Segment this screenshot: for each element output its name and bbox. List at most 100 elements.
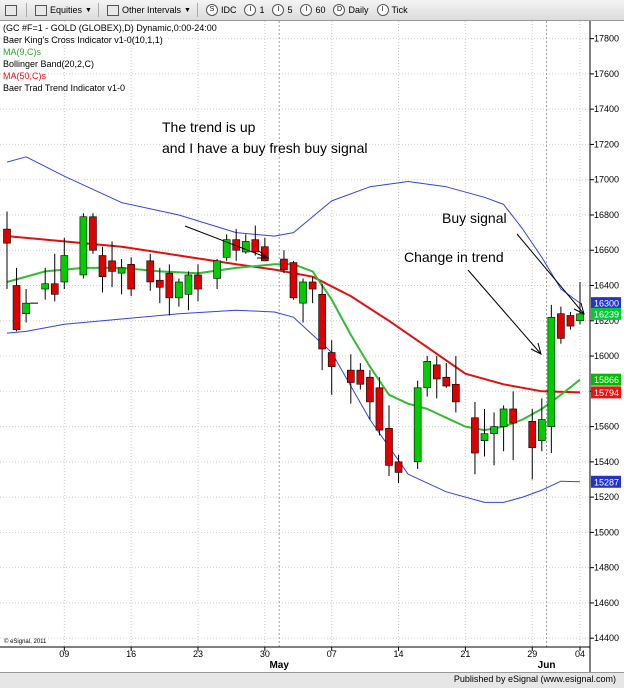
- interval-60-button[interactable]: I 60: [297, 2, 328, 18]
- y-tick-label: 14400: [594, 633, 619, 643]
- candle-body: [490, 426, 498, 434]
- arrow-trend-up-head: [257, 250, 270, 259]
- candle-body: [12, 285, 21, 330]
- daily-button[interactable]: D Daily: [330, 2, 371, 18]
- arrow-buy-signal-head: [573, 302, 585, 315]
- series-line-bb_upper: [6, 156, 581, 304]
- candle-body: [557, 313, 565, 339]
- candle-body: [327, 352, 336, 367]
- toolbar-separator: [26, 3, 27, 17]
- candle-body: [423, 361, 432, 389]
- price-badge-label: 15287: [594, 477, 619, 487]
- candle-body: [127, 264, 135, 290]
- idc-button[interactable]: S IDC: [203, 2, 240, 18]
- sort-arrows-icon[interactable]: [2, 2, 23, 18]
- price-badge-bb_lower: [591, 475, 621, 488]
- candle-body: [108, 260, 116, 272]
- candle-body: [41, 283, 50, 290]
- candle-body: [3, 228, 11, 244]
- candle-body: [280, 258, 288, 270]
- candle-body: [156, 279, 164, 288]
- legend-trend-indicator: Baer Trad Trend Indicator v1-0: [3, 83, 125, 93]
- y-tick-label: 17600: [594, 69, 619, 79]
- other-intervals-dropdown[interactable]: Other Intervals ▼: [104, 2, 194, 18]
- y-tick-label: 16400: [594, 281, 619, 291]
- y-tick-label: 17400: [594, 104, 619, 114]
- x-axis-ticks: 09 16 23 30 07 14 21 29 04 May Jun: [59, 647, 585, 671]
- candle-body: [299, 281, 307, 304]
- legend-ma9: MA(9,C)s: [3, 47, 41, 57]
- candle-body: [117, 267, 126, 274]
- x-tick-label: 29: [527, 649, 537, 659]
- annotation-buy-signal: Buy signal: [442, 210, 507, 226]
- annotation-trend-up-2: and I have a buy fresh buy signal: [162, 140, 367, 156]
- candle-body: [241, 241, 250, 253]
- candle-body: [528, 420, 537, 449]
- price-chart[interactable]: 17800 17600 17400 17200 17000 16800 16600 16400…: [0, 21, 624, 672]
- equities-icon: [35, 4, 47, 16]
- y-tick-label: 14600: [594, 598, 619, 608]
- x-tick-label: 09: [59, 649, 69, 659]
- price-badge-label: 16239: [594, 309, 619, 319]
- candle-body: [432, 364, 441, 380]
- candle-body: [366, 376, 374, 403]
- equities-dropdown[interactable]: Equities ▼: [32, 2, 95, 18]
- candle-body: [232, 239, 240, 251]
- toolbar-separator: [196, 3, 198, 17]
- legend: (GC #F=1 - GOLD (GLOBEX),D) Dynamic,0:00…: [3, 23, 217, 93]
- candle-body: [442, 376, 451, 387]
- candle-body: [165, 272, 174, 299]
- watermark: © eSignal, 2011: [4, 638, 47, 645]
- candle-body: [547, 316, 556, 427]
- candle-body: [509, 408, 517, 424]
- chevron-down-icon: ▼: [184, 6, 191, 14]
- candle-body: [471, 417, 479, 454]
- arrow-change-trend-head: [530, 342, 542, 355]
- y-tick-label: 15000: [594, 527, 619, 537]
- x-tick-label: 16: [126, 649, 136, 659]
- candle-body: [98, 255, 107, 277]
- candle-body: [22, 302, 30, 315]
- footer-bar: Published by eSignal (www.esignal.com): [0, 672, 624, 688]
- annotation-arrows: [184, 225, 585, 355]
- candle-body: [346, 369, 355, 383]
- grid: [0, 21, 590, 647]
- x-tick-label: 30: [260, 649, 270, 659]
- y-tick-label: 15400: [594, 457, 619, 467]
- circle-i-icon: I: [300, 4, 313, 16]
- price-badge-label: 15866: [594, 375, 619, 385]
- candle-body: [566, 315, 575, 327]
- candle-body: [385, 428, 393, 466]
- price-badge-price: [591, 307, 621, 320]
- y-tick-label: 16000: [594, 351, 619, 361]
- interval-5-label: 5: [287, 5, 293, 15]
- candle-body: [375, 387, 384, 431]
- y-tick-label: 16800: [594, 210, 619, 220]
- candles: [3, 211, 584, 484]
- tick-button[interactable]: I Tick: [374, 2, 411, 18]
- candle-body: [146, 260, 155, 283]
- series-line-ma50: [6, 235, 581, 394]
- x-tick-label: 07: [327, 649, 337, 659]
- candle-body: [394, 461, 403, 473]
- candle-body: [576, 313, 584, 322]
- x-tick-label: 14: [394, 649, 404, 659]
- candle-body: [222, 239, 231, 258]
- x-tick-label: 21: [460, 649, 470, 659]
- legend-title: (GC #F=1 - GOLD (GLOBEX),D) Dynamic,0:00…: [3, 23, 217, 33]
- other-intervals-label: Other Intervals: [121, 5, 181, 15]
- candle-body: [318, 294, 326, 350]
- candle-body: [261, 246, 269, 262]
- tick-label: Tick: [391, 5, 408, 15]
- intervals-icon: [106, 4, 119, 16]
- circle-i-icon: I: [272, 4, 285, 16]
- circle-i-icon: I: [244, 4, 257, 16]
- candle-body: [89, 216, 97, 251]
- candle-body: [289, 262, 298, 299]
- y-tick-label: 16600: [594, 245, 619, 255]
- chart-background: [0, 21, 624, 672]
- candle-body: [50, 283, 59, 295]
